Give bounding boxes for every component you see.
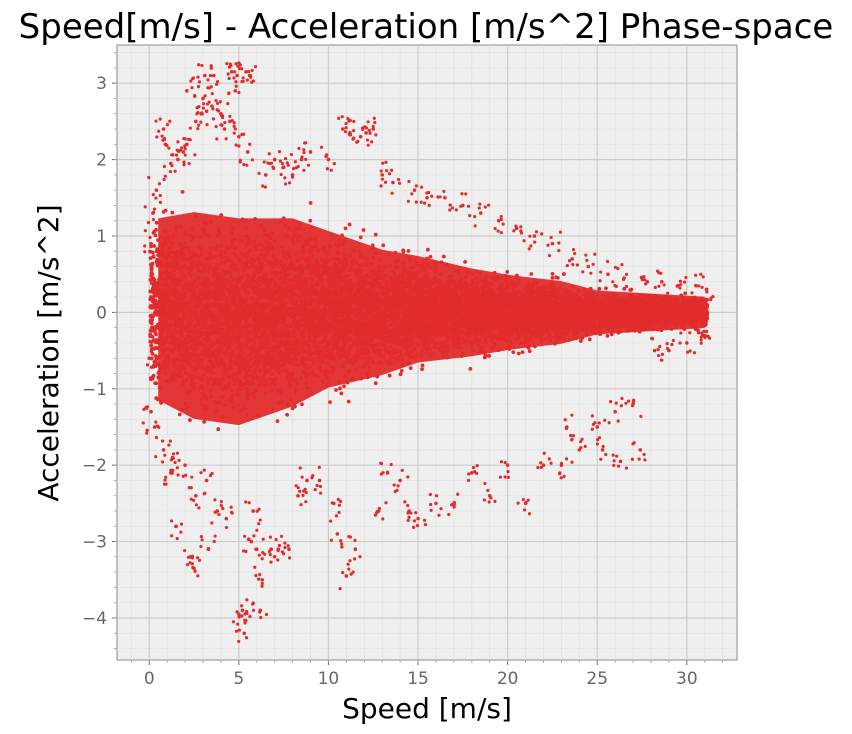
point-cloud [148,189,710,432]
data-point [604,286,608,291]
data-point [605,333,610,338]
data-point [308,201,313,205]
data-point [338,386,342,391]
data-point [149,321,154,326]
data-point [148,256,153,260]
data-point [420,367,424,372]
data-point [347,222,352,227]
data-point [152,244,157,248]
data-point [202,419,207,424]
data-point [346,399,351,404]
data-point [275,419,280,424]
data-point [550,276,555,280]
data-point [468,366,473,371]
data-point [505,269,510,274]
chart-title: Speed[m/s] - Acceleration [m/s^2] Phase-… [19,7,834,47]
data-point [155,257,159,262]
data-point [425,247,430,252]
data-point [561,272,566,276]
data-point [343,226,348,231]
data-point [373,381,378,386]
data-point [285,412,290,417]
data-point [154,249,159,254]
data-point [149,343,154,348]
data-point [151,290,156,295]
data-point [487,353,492,358]
major-gridlines [117,45,737,660]
data-point [153,233,158,238]
data-point [529,272,534,276]
data-point [408,366,413,370]
data-point [428,254,433,259]
data-point [180,189,185,194]
data-point [550,271,555,276]
data-point [308,218,313,223]
data-point [406,249,411,253]
data-point [358,235,363,240]
data-point [148,277,153,282]
data-point [516,351,521,356]
data-point [373,232,378,237]
data-point [161,210,166,214]
data-point [148,289,153,294]
data-point [420,363,425,368]
data-point [578,339,583,343]
data-point [622,286,627,291]
data-point [441,254,446,259]
